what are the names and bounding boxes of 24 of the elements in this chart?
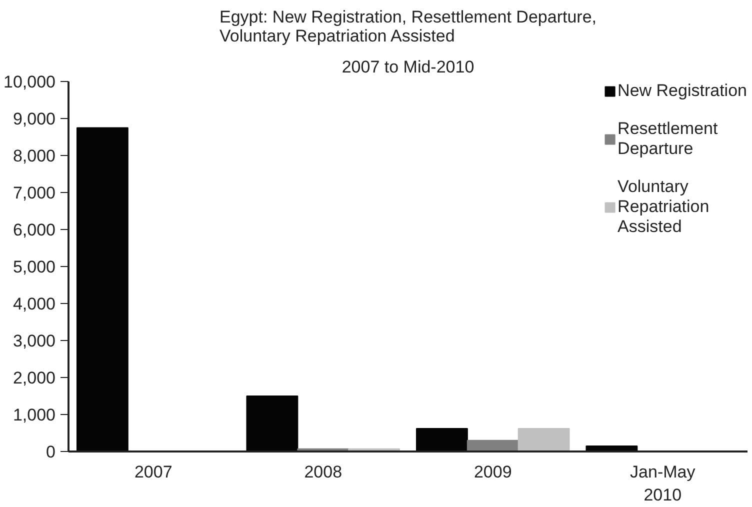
y-tick-label: 5,000	[12, 258, 56, 276]
chart-subtitle: 2007 to Mid-2010	[342, 58, 474, 76]
legend-label: New Registration	[618, 81, 747, 101]
x-tick-label: Jan-May 2010	[630, 462, 696, 504]
y-tick-label: 2,000	[12, 368, 56, 388]
chart-title: Egypt: New Registration, Resettlement Departure, Voluntary Repatriation Assisted	[220, 8, 597, 46]
y-tick-label: 7,000	[12, 184, 56, 202]
y-tick-label: 10,000	[4, 72, 56, 92]
legend-label: Voluntary Repatriation Assisted	[618, 177, 710, 237]
bar	[416, 428, 468, 452]
y-tick-label: 3,000	[12, 332, 56, 350]
x-tick-label: 2008	[304, 462, 342, 482]
bar	[246, 396, 298, 452]
bar	[518, 428, 570, 452]
y-tick-label: 0	[46, 442, 56, 462]
y-tick-label: 6,000	[12, 220, 56, 240]
y-tick-label: 9,000	[12, 110, 56, 128]
y-tick-label: 4,000	[12, 294, 56, 314]
legend-label: Resettlement Departure	[618, 119, 718, 159]
y-tick-label: 1,000	[12, 406, 56, 424]
x-tick-label: 2009	[474, 462, 512, 482]
x-tick-label: 2007	[134, 462, 172, 482]
bar	[76, 127, 128, 452]
y-tick-label: 8,000	[12, 146, 56, 166]
